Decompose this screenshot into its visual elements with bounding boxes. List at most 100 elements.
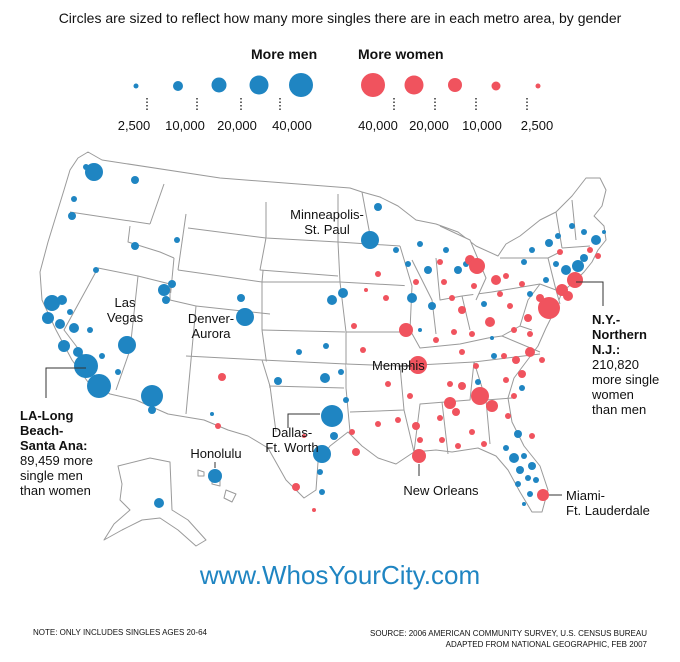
metro-circle-men: [475, 379, 481, 385]
website-link[interactable]: www.WhosYourCity.com: [199, 560, 481, 590]
metro-circle-women: [501, 353, 507, 359]
metro-circle-men: [529, 247, 535, 253]
label-memphis: Memphis: [372, 358, 425, 373]
metro-circle-women: [473, 363, 479, 369]
metro-circle-men: [553, 261, 559, 267]
metro-circle-men: [393, 247, 399, 253]
metro-circle-women: [481, 441, 487, 447]
source-line: ADAPTED FROM NATIONAL GEOGRAPHIC, FEB 20…: [445, 640, 647, 649]
label-dallas: Dallas- Ft. Worth: [265, 425, 319, 455]
metro-circle-men: [374, 203, 382, 211]
metro-circle-women: [527, 331, 533, 337]
metro-circle-men: [602, 230, 606, 234]
metro-circle-men: [424, 266, 432, 274]
metro-circle-men: [561, 265, 571, 275]
metro-circle-men: [327, 295, 337, 305]
metro-circle-women: [505, 413, 511, 419]
metro-circle-women: [471, 387, 489, 405]
metro-circle-men: [515, 481, 521, 487]
metro-circle-women: [458, 306, 466, 314]
callout-ny-title: N.Y.- Northern N.J.:: [592, 312, 647, 357]
metro-circle-women: [360, 347, 366, 353]
metro-circle-men: [580, 254, 588, 262]
metro-circle-women: [524, 314, 532, 322]
metro-circle-men: [317, 469, 323, 475]
metro-circle-men: [73, 347, 83, 357]
metro-circle-women: [395, 417, 401, 423]
legend-women-tick: 2,500: [520, 118, 554, 133]
metro-circle-men: [87, 374, 111, 398]
metro-circle-men: [141, 385, 163, 407]
callout-ny: N.Y.- Northern N.J.: 210,820 more single…: [592, 312, 676, 417]
metro-circle-men: [521, 259, 527, 265]
metro-circle-men: [323, 343, 329, 349]
metro-circle-women: [417, 437, 423, 443]
metro-circle-men: [443, 247, 449, 253]
metro-circle-men: [174, 237, 180, 243]
metro-circle-women: [218, 373, 226, 381]
metro-circle-men: [525, 475, 531, 481]
metro-circle-women: [538, 297, 560, 319]
legend-men-heading: More men: [251, 46, 318, 62]
metro-circle-men: [87, 327, 93, 333]
metro-circle-men: [527, 491, 533, 497]
metro-circle-men: [274, 377, 282, 385]
metro-circle-men: [519, 385, 525, 391]
legend-symbols: [133, 73, 541, 112]
metro-circle-men: [516, 466, 524, 474]
metro-circle-women: [519, 281, 525, 287]
metro-circle-men: [93, 267, 99, 273]
metro-circle-women: [364, 288, 368, 292]
metro-circle-men: [454, 266, 462, 274]
metro-circle-women: [512, 356, 520, 364]
source-credit: SOURCE: 2006 AMERICAN COMMUNITY SURVEY, …: [370, 628, 647, 650]
metro-circle-men: [168, 280, 176, 288]
metro-circle-women: [351, 323, 357, 329]
legend-men-circle: [133, 83, 139, 89]
metro-circle-men: [405, 261, 411, 267]
label-denver: Denver- Aurora: [187, 311, 235, 341]
metro-circle-women: [557, 249, 563, 255]
metro-circle-women: [536, 294, 544, 302]
metro-circle-men: [320, 373, 330, 383]
metro-circle-men: [44, 295, 60, 311]
metro-circle-women: [507, 303, 513, 309]
metro-circle-men: [428, 302, 436, 310]
metro-circle-women: [215, 423, 221, 429]
legend-men-circle: [249, 75, 269, 95]
legend-women-circle: [404, 75, 424, 95]
metro-circle-women: [537, 489, 549, 501]
metro-circle-men: [42, 312, 54, 324]
callout-la: LA-Long Beach- Santa Ana: 89,459 more si…: [20, 408, 120, 498]
metro-circle-men: [57, 295, 67, 305]
metro-circle-men: [509, 453, 519, 463]
metro-circle-men: [148, 406, 156, 414]
la-leader: [45, 367, 86, 398]
metro-circle-men: [131, 176, 139, 184]
metro-circle-women: [469, 258, 485, 274]
metro-circle-women: [302, 434, 306, 438]
metro-circle-women: [439, 437, 445, 443]
metro-circle-women: [491, 275, 501, 285]
metro-circle-women: [486, 400, 498, 412]
legend-men-circle: [289, 73, 313, 97]
label-minneapolis: Minneapolis- St. Paul: [290, 207, 364, 237]
metro-circle-men: [572, 260, 584, 272]
metro-circle-women: [459, 349, 465, 355]
metro-circle-women: [511, 393, 517, 399]
metro-circle-men: [68, 212, 76, 220]
metro-circle-men: [491, 353, 497, 359]
footnote: NOTE: ONLY INCLUDES SINGLES AGES 20-64: [33, 628, 207, 637]
metro-circle-women: [413, 279, 419, 285]
metro-circle-men: [338, 369, 344, 375]
legend-women-tick: 40,000: [358, 118, 398, 133]
metro-circle-women: [447, 381, 453, 387]
callout-la-text: 89,459 more single men than women: [20, 453, 93, 498]
legend-men-circle: [211, 77, 227, 93]
metro-circle-men: [71, 196, 77, 202]
metro-circle-men: [417, 241, 423, 247]
metro-circle-women: [503, 273, 509, 279]
metro-circle-men: [67, 309, 73, 315]
legend-women-circle: [491, 81, 501, 91]
metro-circle-men: [418, 328, 422, 332]
